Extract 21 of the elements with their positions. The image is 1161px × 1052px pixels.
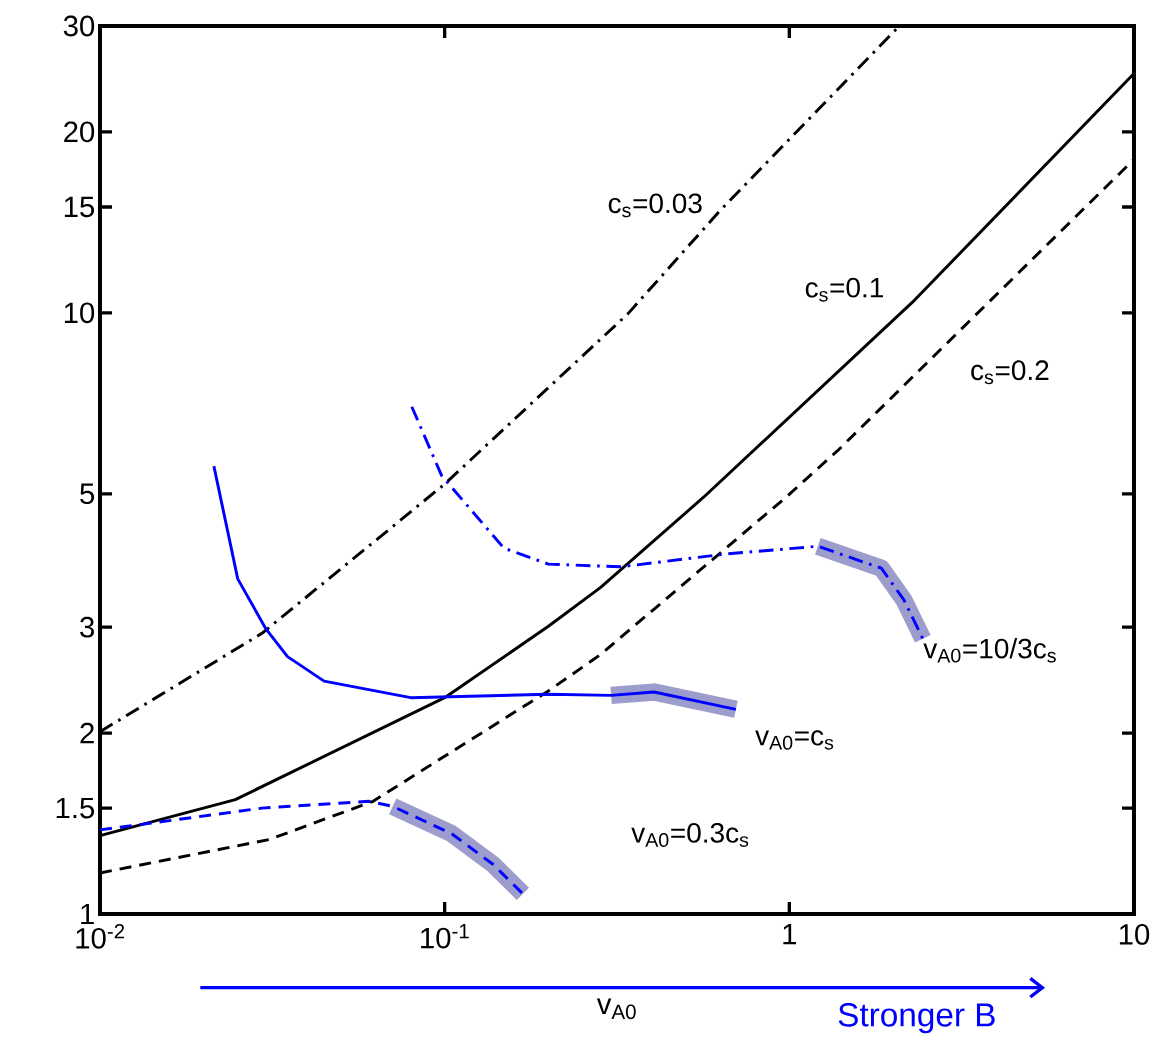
y-tick-label: 1.5 <box>56 797 95 819</box>
annotation: c$_{s}$=0.2 <box>971 360 1049 385</box>
y-tick-label: 30 <box>63 15 95 37</box>
x-axis-title: v$_{A0}$ <box>596 998 636 1020</box>
y-tick-label: 3 <box>80 616 94 638</box>
y-tick-label: 5 <box>80 483 95 505</box>
annotation: c$_{s}$=0.03 <box>608 193 702 218</box>
y-tick-label: 20 <box>64 121 95 143</box>
x-tick-label: 1 <box>783 924 797 945</box>
annotation: v$_{A0}$=0.3c$_{s}$ <box>631 823 749 847</box>
y-tick-label: 10 <box>64 302 95 324</box>
x-tick-label: 10$^{-2}$ <box>76 924 125 949</box>
annotation: v$_{A0}$=10/3c$_{s}$ <box>923 637 1056 663</box>
y-tick-label: 15 <box>64 196 95 218</box>
annotation: v$_{A0}$=c$_{s}$ <box>755 730 834 750</box>
annotation: c$_{s}$=0.1 <box>805 277 883 302</box>
text: Stronger B <box>838 1003 995 1034</box>
x-tick-label: 10$^{-1}$ <box>421 924 469 949</box>
y-tick-label: 2 <box>80 722 94 744</box>
x-tick-label: 10 <box>1119 924 1150 945</box>
y-tick-label: 1 <box>81 903 94 925</box>
